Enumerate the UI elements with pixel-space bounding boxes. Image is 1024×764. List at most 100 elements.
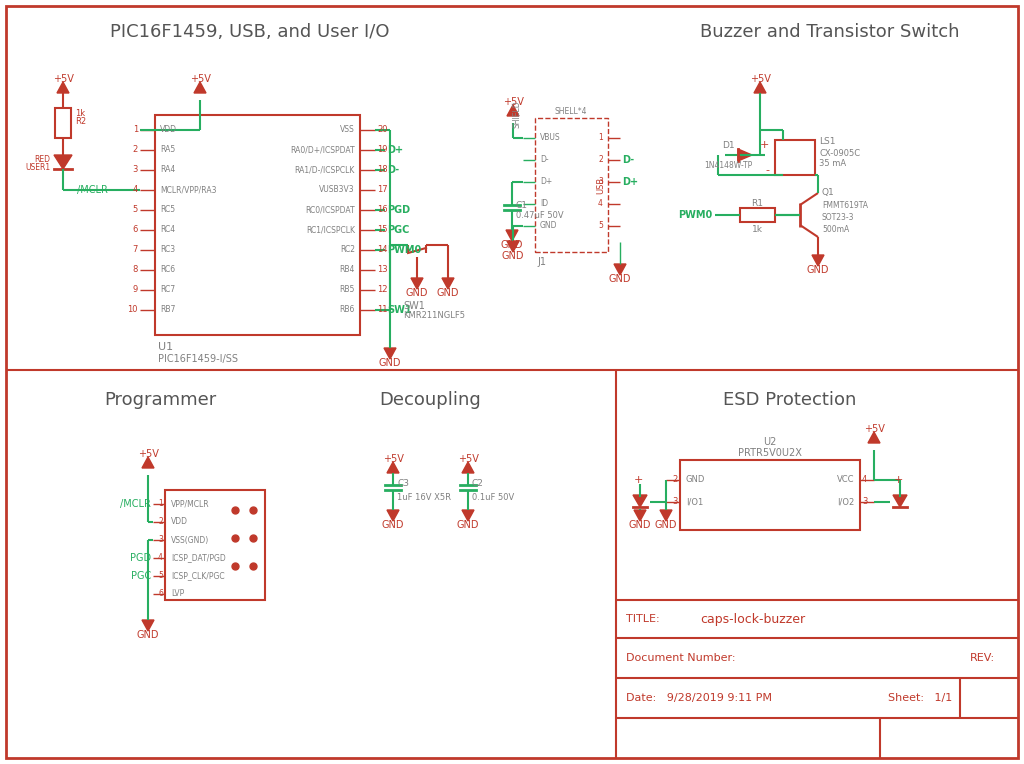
- Text: 14: 14: [377, 245, 387, 254]
- Text: C3: C3: [397, 478, 409, 487]
- Text: REV:: REV:: [970, 653, 995, 663]
- Text: 3: 3: [133, 166, 138, 174]
- Text: 9: 9: [133, 286, 138, 294]
- Text: 10: 10: [128, 306, 138, 315]
- Polygon shape: [384, 348, 396, 359]
- Text: D-: D-: [622, 155, 634, 165]
- Text: GND: GND: [379, 358, 401, 368]
- Text: 1: 1: [598, 134, 603, 143]
- Text: VDD: VDD: [171, 517, 188, 526]
- Text: 0.1uF 50V: 0.1uF 50V: [472, 494, 514, 503]
- Polygon shape: [660, 510, 672, 521]
- Text: U1: U1: [158, 342, 173, 352]
- Text: D-: D-: [387, 165, 399, 175]
- Polygon shape: [868, 432, 880, 443]
- Text: ICSP_DAT/PGD: ICSP_DAT/PGD: [171, 553, 225, 562]
- Text: 4: 4: [598, 199, 603, 209]
- Text: SHIELD: SHIELD: [513, 100, 522, 128]
- Text: C2: C2: [472, 478, 484, 487]
- Polygon shape: [142, 620, 154, 631]
- Text: +: +: [633, 475, 643, 485]
- Text: TITLE:: TITLE:: [626, 614, 659, 624]
- Text: Sheet:   1/1: Sheet: 1/1: [888, 693, 952, 703]
- Text: RC4: RC4: [160, 225, 175, 235]
- Text: 4: 4: [133, 186, 138, 195]
- Text: D+: D+: [387, 145, 403, 155]
- Text: VUSB3V3: VUSB3V3: [319, 186, 355, 195]
- Text: 5: 5: [158, 571, 163, 581]
- Text: 1: 1: [133, 125, 138, 134]
- Text: USER1: USER1: [25, 163, 50, 173]
- Text: 2: 2: [159, 517, 163, 526]
- Text: +5V: +5V: [458, 454, 478, 464]
- Text: RC7: RC7: [160, 286, 175, 294]
- Bar: [55, 108, 71, 138]
- Text: SOT23-3: SOT23-3: [822, 212, 854, 222]
- Text: PGD: PGD: [130, 553, 151, 563]
- Text: VBUS: VBUS: [540, 134, 560, 143]
- Text: SHELL*4: SHELL*4: [555, 108, 587, 116]
- Text: GND: GND: [457, 520, 479, 530]
- Text: 11: 11: [377, 306, 387, 315]
- Polygon shape: [57, 82, 69, 93]
- Polygon shape: [614, 264, 626, 275]
- Text: +5V: +5V: [863, 424, 885, 434]
- Polygon shape: [387, 462, 399, 473]
- Text: 1: 1: [159, 500, 163, 509]
- Text: D+: D+: [622, 177, 638, 187]
- Text: PGC: PGC: [387, 225, 410, 235]
- Bar: [775, 140, 815, 175]
- Text: GND: GND: [686, 475, 706, 484]
- Polygon shape: [142, 457, 154, 468]
- Text: I/O1: I/O1: [686, 497, 703, 507]
- Text: GND: GND: [382, 520, 404, 530]
- Bar: [155, 115, 360, 335]
- Polygon shape: [812, 255, 824, 266]
- Text: VSS: VSS: [340, 125, 355, 134]
- Polygon shape: [387, 510, 399, 521]
- Polygon shape: [194, 82, 206, 93]
- Text: 3: 3: [673, 497, 678, 507]
- Text: 7: 7: [133, 245, 138, 254]
- Text: KMR211NGLF5: KMR211NGLF5: [403, 312, 465, 321]
- Text: LVP: LVP: [171, 590, 184, 598]
- Text: SW1: SW1: [403, 301, 425, 311]
- Text: 13: 13: [377, 266, 388, 274]
- Bar: [535, 118, 608, 252]
- Polygon shape: [507, 105, 519, 116]
- Text: D-: D-: [540, 156, 549, 164]
- Text: 20: 20: [377, 125, 387, 134]
- Polygon shape: [442, 278, 454, 289]
- Text: +5V: +5V: [503, 97, 523, 107]
- Polygon shape: [634, 510, 646, 521]
- Text: J1: J1: [537, 257, 546, 267]
- Text: SW1: SW1: [387, 305, 412, 315]
- Text: RC6: RC6: [160, 266, 175, 274]
- Text: 2: 2: [133, 145, 138, 154]
- Text: RB4: RB4: [340, 266, 355, 274]
- Text: 5: 5: [598, 222, 603, 231]
- Text: PWM0: PWM0: [387, 245, 421, 255]
- Text: RB7: RB7: [160, 306, 175, 315]
- Text: RB6: RB6: [340, 306, 355, 315]
- Text: GND: GND: [608, 274, 631, 284]
- Text: /MCLR: /MCLR: [120, 499, 151, 509]
- Text: 8: 8: [133, 266, 138, 274]
- Text: Buzzer and Transistor Switch: Buzzer and Transistor Switch: [700, 23, 959, 41]
- Text: GND: GND: [807, 265, 829, 275]
- Text: C1: C1: [516, 200, 528, 209]
- Text: 500mA: 500mA: [822, 225, 849, 234]
- Text: +: +: [893, 475, 903, 485]
- Bar: [740, 208, 775, 222]
- Text: GND: GND: [437, 288, 459, 298]
- Text: GND: GND: [654, 520, 677, 530]
- Text: PIC16F1459-I/SS: PIC16F1459-I/SS: [158, 354, 238, 364]
- Text: +: +: [760, 140, 769, 150]
- Bar: [680, 460, 860, 530]
- Text: FMMT619TA: FMMT619TA: [822, 200, 868, 209]
- Text: RA1/D-/ICSPCLK: RA1/D-/ICSPCLK: [295, 166, 355, 174]
- Text: -: -: [765, 165, 769, 175]
- Text: GND: GND: [540, 222, 557, 231]
- Text: GND: GND: [629, 520, 651, 530]
- Polygon shape: [507, 241, 519, 252]
